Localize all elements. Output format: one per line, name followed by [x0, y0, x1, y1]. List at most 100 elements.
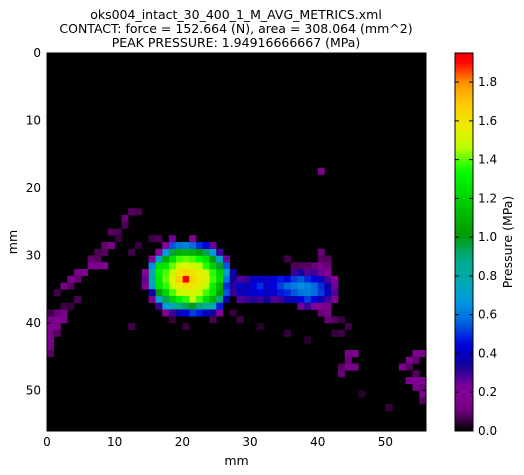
heat-cell — [344, 323, 352, 331]
heat-cell — [168, 296, 176, 304]
heat-cell — [263, 275, 271, 283]
colorbar: 0.0 0.2 0.4 0.6 0.8 1.0 1.2 1.4 1.6 1.8 Pressure (… — [454, 52, 515, 438]
heat-cell — [222, 296, 231, 304]
heat-cell — [195, 269, 203, 277]
heat-cell — [175, 255, 183, 263]
heat-cell — [60, 302, 68, 310]
colorbar-tick-label: 0.6 — [478, 308, 497, 322]
heat-cell — [216, 296, 224, 304]
heat-cell — [168, 242, 176, 250]
heat-cell — [182, 309, 190, 317]
heat-cell — [195, 309, 203, 317]
heat-cell — [202, 289, 210, 297]
heat-cell — [209, 289, 217, 297]
heatmap-plot-area — [47, 53, 427, 431]
heat-cell — [168, 302, 176, 310]
heat-cell — [277, 282, 285, 290]
heat-cell — [148, 289, 156, 297]
heat-cell — [385, 404, 393, 412]
colorbar-tick-label: 1.4 — [478, 153, 497, 167]
heat-cell — [229, 289, 237, 297]
heat-cell — [175, 242, 183, 250]
heat-cell — [290, 296, 298, 304]
heat-cell — [290, 289, 298, 297]
heat-cell — [162, 262, 170, 270]
heat-cell — [155, 248, 163, 256]
heat-cell — [317, 262, 325, 270]
heat-cell — [351, 363, 359, 371]
heat-cell — [182, 269, 190, 277]
heat-cell — [162, 296, 170, 304]
heat-cell — [162, 275, 170, 283]
colorbar-tick-label: 1.2 — [478, 191, 497, 205]
heat-cell — [419, 383, 427, 391]
heat-cell — [148, 296, 156, 304]
heat-cell — [195, 255, 203, 263]
heat-cell — [182, 289, 190, 297]
heat-cell — [121, 221, 129, 229]
heat-cell — [222, 282, 231, 290]
heat-cell — [216, 255, 224, 263]
x-tick-label: 30 — [242, 435, 257, 449]
heat-cell — [209, 269, 217, 277]
heat-cell — [175, 282, 183, 290]
heat-cell — [101, 262, 109, 270]
heat-cell — [74, 269, 82, 277]
heat-cell — [283, 329, 291, 337]
heat-cell — [236, 289, 244, 297]
heat-cell — [304, 296, 312, 304]
colorbar-gradient — [454, 52, 474, 432]
heat-cell — [297, 289, 305, 297]
heat-cell — [134, 242, 143, 250]
heat-cell — [331, 329, 339, 337]
heat-cell — [148, 269, 156, 277]
heat-cell — [304, 269, 312, 277]
heat-cell — [209, 262, 217, 270]
heat-cell — [412, 383, 420, 391]
heat-cell — [162, 282, 170, 290]
heat-cell — [256, 282, 264, 290]
heat-cell — [175, 262, 183, 270]
heat-cell — [155, 296, 163, 304]
heat-cell — [419, 350, 427, 358]
heat-cell — [229, 309, 237, 317]
heat-cell — [202, 255, 210, 263]
heat-cell — [47, 323, 55, 331]
heat-cell — [60, 316, 68, 324]
x-tick-label: 50 — [378, 435, 393, 449]
heat-cell — [74, 296, 82, 304]
heat-cell — [283, 275, 291, 283]
heat-cell — [189, 309, 197, 317]
heat-cell — [216, 302, 224, 310]
heat-cell — [222, 289, 231, 297]
colorbar-label: Pressure (MPa) — [500, 196, 515, 289]
heat-cell — [182, 242, 190, 250]
heat-cell — [324, 296, 332, 304]
heat-cell — [229, 275, 237, 283]
heat-cell — [277, 289, 285, 297]
heat-cell — [182, 275, 190, 283]
heat-cell — [182, 323, 190, 331]
heat-cell — [175, 269, 183, 277]
heat-cell — [290, 282, 298, 290]
heat-cell — [250, 289, 258, 297]
heat-cell — [256, 296, 264, 304]
heat-cell — [317, 255, 325, 263]
heat-cell — [168, 262, 176, 270]
heat-cell — [317, 309, 325, 317]
heat-cell — [162, 242, 170, 250]
heat-cell — [155, 282, 163, 290]
heat-cell — [155, 235, 163, 243]
heat-cell — [405, 363, 413, 371]
heat-cell — [148, 255, 156, 263]
heat-cell — [297, 302, 305, 310]
heat-cell — [229, 269, 237, 277]
heat-cell — [53, 316, 61, 324]
heat-cell — [80, 269, 88, 277]
heat-cell — [304, 289, 312, 297]
heat-cell — [128, 208, 136, 216]
heat-cell — [162, 309, 170, 317]
heat-cell — [53, 309, 61, 317]
heat-cell — [189, 282, 197, 290]
